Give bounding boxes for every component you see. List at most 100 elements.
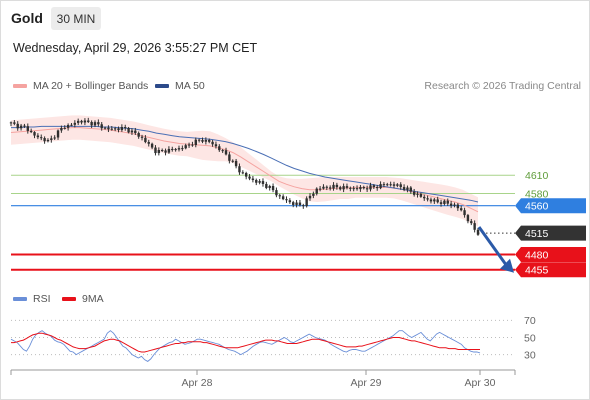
candle-body [446,200,449,204]
candle-body [325,186,329,188]
candle-body [315,188,318,194]
research-credit: Research © 2026 Trading Central [424,80,581,92]
legend-label-ma20: MA 20 + Bollinger Bands [33,80,149,92]
rsi-tick-50: 50 [524,332,536,344]
candle-body [322,186,325,189]
candle-body [295,202,298,205]
candle-body [389,184,392,186]
level-tag-4455-bg [515,262,586,278]
rsi-tick-30: 30 [524,349,536,361]
level-tag-4480-label: 4480 [525,249,549,261]
candle-body [154,147,157,154]
candle-body [339,187,342,190]
candle-body [97,122,100,125]
legend-9ma: 9MA [62,293,104,305]
candle-body [429,199,433,202]
candle-body [255,179,258,183]
candle-body [298,202,302,206]
legend-label-ma50: MA 50 [175,80,205,92]
candle-body [271,186,275,191]
candle-body [93,122,97,126]
candle-body [50,138,53,140]
candle-body [433,199,436,202]
timeframe-button[interactable]: 30 MIN [51,7,101,30]
legend-label-9ma: 9MA [82,293,104,305]
candle-body [113,128,117,130]
candle-body [66,125,70,128]
candle-body [402,187,406,190]
candle-body [288,200,292,203]
candle-body [191,144,194,146]
candle-body [382,184,386,186]
candle-body [134,130,137,134]
candle-body [90,121,93,126]
candle-body [238,166,241,173]
candle-body [406,187,409,190]
candle-body [40,137,43,139]
legend-ma20-bollinger: MA 20 + Bollinger Bands [13,80,148,92]
candle-body [177,148,181,150]
candle-body [174,149,177,151]
candle-body [23,125,26,127]
candle-body [29,130,33,133]
candle-body [248,176,251,179]
instrument-title: Gold [11,10,43,26]
candle-body [140,136,144,138]
legend-swatch-rsi [13,297,27,301]
candle-body [258,181,261,183]
candle-body [275,190,278,196]
level-tag-4560-label: 4560 [525,201,549,213]
candle-body [392,184,396,186]
candle-body [443,200,446,204]
candle-body [127,128,130,133]
candle-body [268,186,271,188]
candle-body [376,187,379,189]
candle-body [449,203,453,206]
legend-swatch-9ma [62,297,76,301]
candle-body [285,199,288,201]
candle-body [36,135,40,138]
candle-body [305,198,308,207]
candle-body [181,148,184,150]
candle-body [204,139,208,142]
candle-body [342,186,345,190]
candle-body [171,148,174,150]
candle-body [33,132,36,136]
candle-body [318,188,322,190]
candle-body [224,150,228,155]
candle-body [345,186,349,188]
candle-body [460,208,463,211]
candle-body [117,128,120,131]
level-tag-4455-label: 4455 [525,265,549,277]
level-tag-4560-bg [515,198,586,214]
legend-label-rsi: RSI [33,293,51,305]
candle-body [379,184,382,189]
x-tick-label: Apr 29 [351,377,382,389]
forecast-arrow-head [500,258,514,273]
candle-body [463,210,466,216]
candle-body [439,202,443,204]
candle-body [453,204,456,206]
candle-body [218,146,221,151]
candle-body [355,188,359,190]
candle-body [302,205,305,207]
candle-body [124,126,127,129]
timestamp: Wednesday, April 29, 2026 3:55:27 PM CET [13,41,258,55]
candle-body [328,187,332,189]
candle-body [73,122,77,125]
candle-body [308,195,312,199]
candle-body [16,123,19,129]
candle-body [312,193,315,196]
forecast-arrow-shaft [477,226,508,266]
candle-body [231,160,234,162]
legend-rsi: RSI [13,293,51,305]
candle-body [399,184,402,188]
x-tick-label: Apr 28 [182,377,213,389]
candle-body [456,204,460,209]
candle-body [160,150,164,152]
level-tag-4515-bg [515,225,586,241]
candle-body [362,187,365,189]
candle-body [187,144,191,146]
bollinger-band-fill [11,115,478,227]
